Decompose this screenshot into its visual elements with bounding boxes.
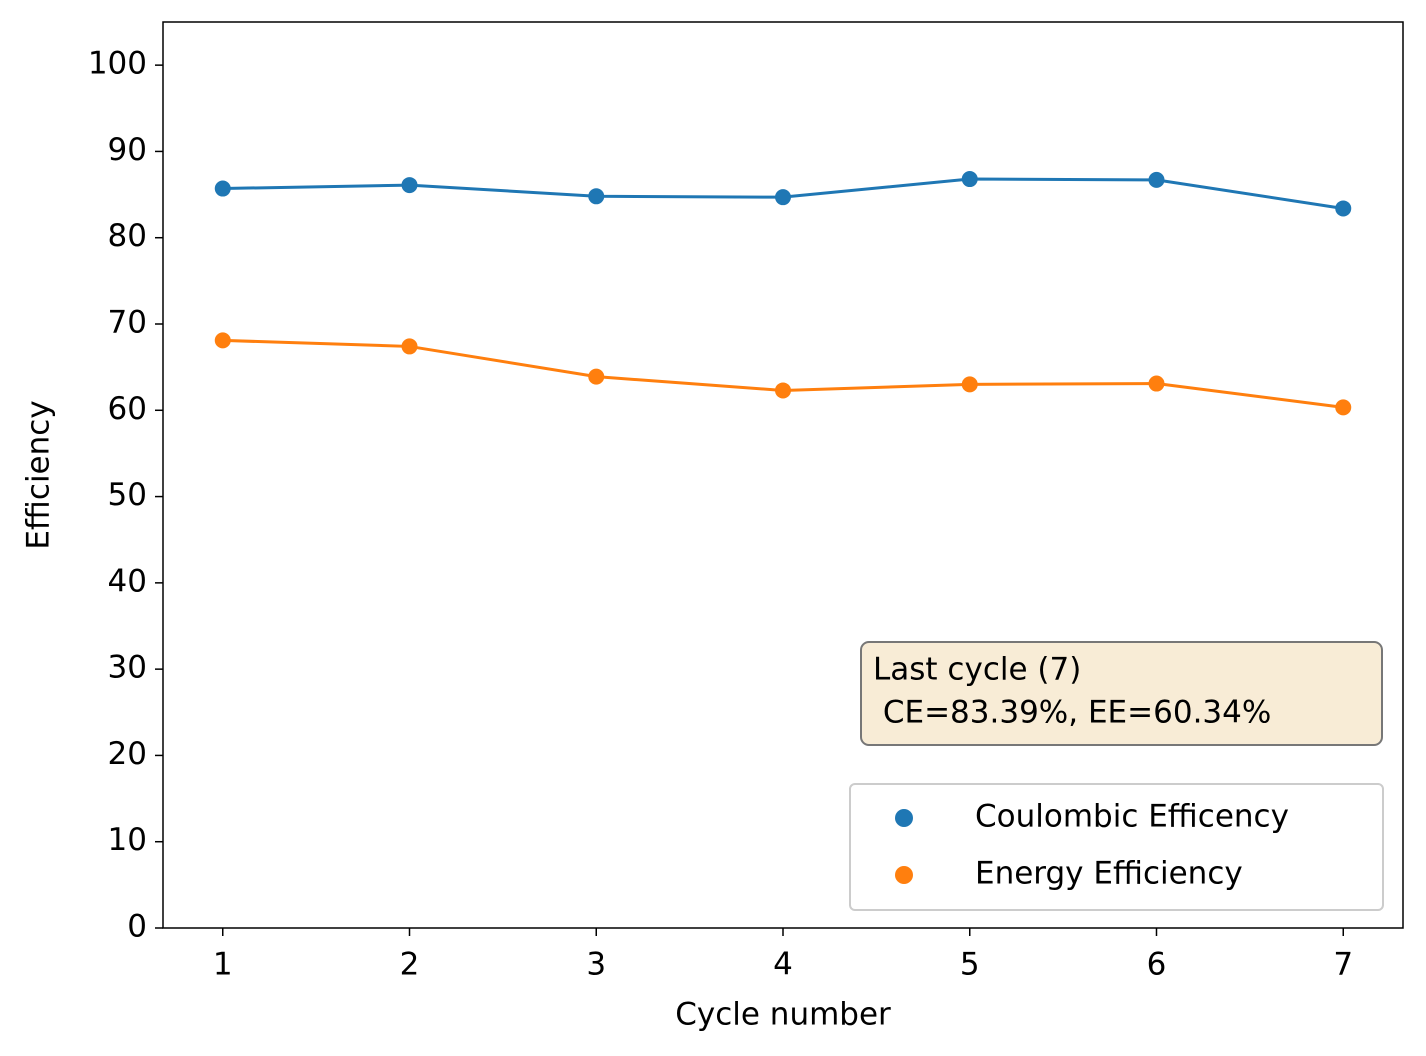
point	[401, 338, 418, 355]
legend-marker	[895, 866, 913, 884]
point	[1148, 171, 1165, 188]
point	[1148, 375, 1165, 392]
x-tick-label: 2	[400, 947, 420, 983]
point	[1335, 399, 1352, 416]
point	[1335, 200, 1352, 217]
x-tick-label: 3	[586, 947, 606, 983]
y-tick-label: 50	[108, 477, 147, 513]
point	[961, 171, 978, 188]
point	[775, 189, 791, 206]
point	[961, 376, 978, 393]
y-tick-label: 60	[108, 391, 147, 427]
y-tick-label: 40	[108, 563, 147, 599]
y-tick-label: 80	[108, 218, 147, 254]
x-axis-label: Cycle number	[675, 997, 891, 1033]
legend-label: Energy Efficiency	[975, 856, 1243, 892]
x-tick-label: 7	[1333, 947, 1353, 983]
legend-marker	[895, 809, 913, 827]
point	[401, 177, 418, 194]
point	[214, 180, 231, 197]
y-tick-label: 70	[108, 305, 147, 341]
annotation-text: CE=83.39%, EE=60.34%	[873, 695, 1271, 731]
legend-box	[849, 783, 1384, 911]
point	[588, 188, 605, 205]
x-tick-label: 1	[213, 947, 233, 983]
plot-frame	[162, 21, 1404, 929]
x-tick-label: 6	[1147, 947, 1167, 983]
y-tick-label: 100	[88, 46, 147, 82]
y-tick-label: 30	[108, 650, 147, 686]
y-tick-label: 0	[127, 909, 147, 945]
annotation-box	[860, 641, 1383, 746]
annotation-text: Last cycle (7)	[873, 652, 1081, 688]
point	[214, 332, 231, 349]
x-tick-label: 4	[773, 947, 793, 983]
point	[588, 368, 605, 385]
y-tick-label: 20	[108, 736, 147, 772]
y-tick-label: 90	[108, 132, 147, 168]
legend-label: Coulombic Efficency	[975, 799, 1289, 835]
y-axis-label: Efficiency	[21, 400, 57, 549]
point	[775, 382, 791, 399]
y-tick-label: 10	[108, 822, 147, 858]
x-tick-label: 5	[960, 947, 980, 983]
